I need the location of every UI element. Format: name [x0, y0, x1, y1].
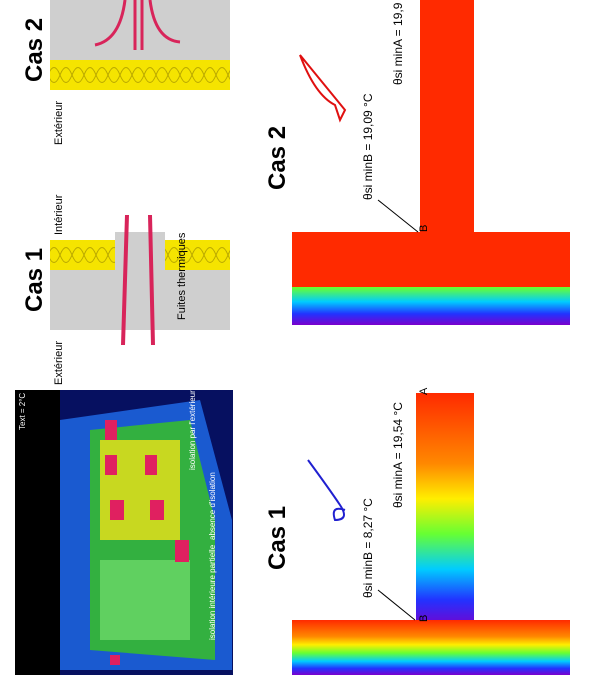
temperature-label: θsi minA = 19,54 °C — [391, 402, 405, 508]
concrete — [50, 0, 230, 60]
sky — [15, 390, 60, 675]
case-title: Cas 1 — [264, 506, 291, 570]
heat-arrows — [94, 0, 181, 50]
insulation — [50, 60, 230, 90]
case-title: Cas 2 — [264, 126, 291, 190]
case-title: Cas 2 — [21, 18, 48, 82]
concrete — [50, 270, 230, 330]
label: Extérieur — [53, 341, 65, 385]
wall-stem — [416, 393, 474, 628]
photo-label: isolation intérieure partielle — [208, 544, 217, 640]
point-label: A — [418, 387, 430, 395]
temperature-label: θsi minB = 8,27 °C — [361, 498, 375, 598]
leader — [377, 199, 419, 233]
windows — [105, 420, 189, 665]
leader — [377, 589, 416, 621]
annotation — [307, 459, 346, 522]
label: Fuites thermiques — [176, 232, 188, 320]
case-title: Cas 1 — [21, 248, 48, 312]
facade — [100, 560, 190, 640]
wall-base — [292, 620, 570, 675]
photo-label: absence d'isolation — [208, 472, 217, 540]
point-label: B — [418, 225, 430, 232]
point-label: B — [418, 615, 430, 622]
temperature-label: θsi minB = 19,09 °C — [361, 93, 375, 200]
label: Intérieur — [53, 194, 65, 235]
insulation — [165, 240, 230, 270]
insulation — [50, 240, 115, 270]
temperature-label: θsi minA = 19,9 — [391, 2, 405, 85]
heat-arrows — [121, 214, 155, 346]
label: Extérieur — [53, 101, 65, 145]
wall-stem — [420, 0, 474, 236]
photo-label: Text = 2°C — [18, 393, 27, 430]
wall-base — [292, 232, 570, 287]
photo-label: isolation par l'extérieur — [188, 390, 197, 470]
annotation — [299, 54, 347, 123]
concrete — [115, 232, 165, 272]
